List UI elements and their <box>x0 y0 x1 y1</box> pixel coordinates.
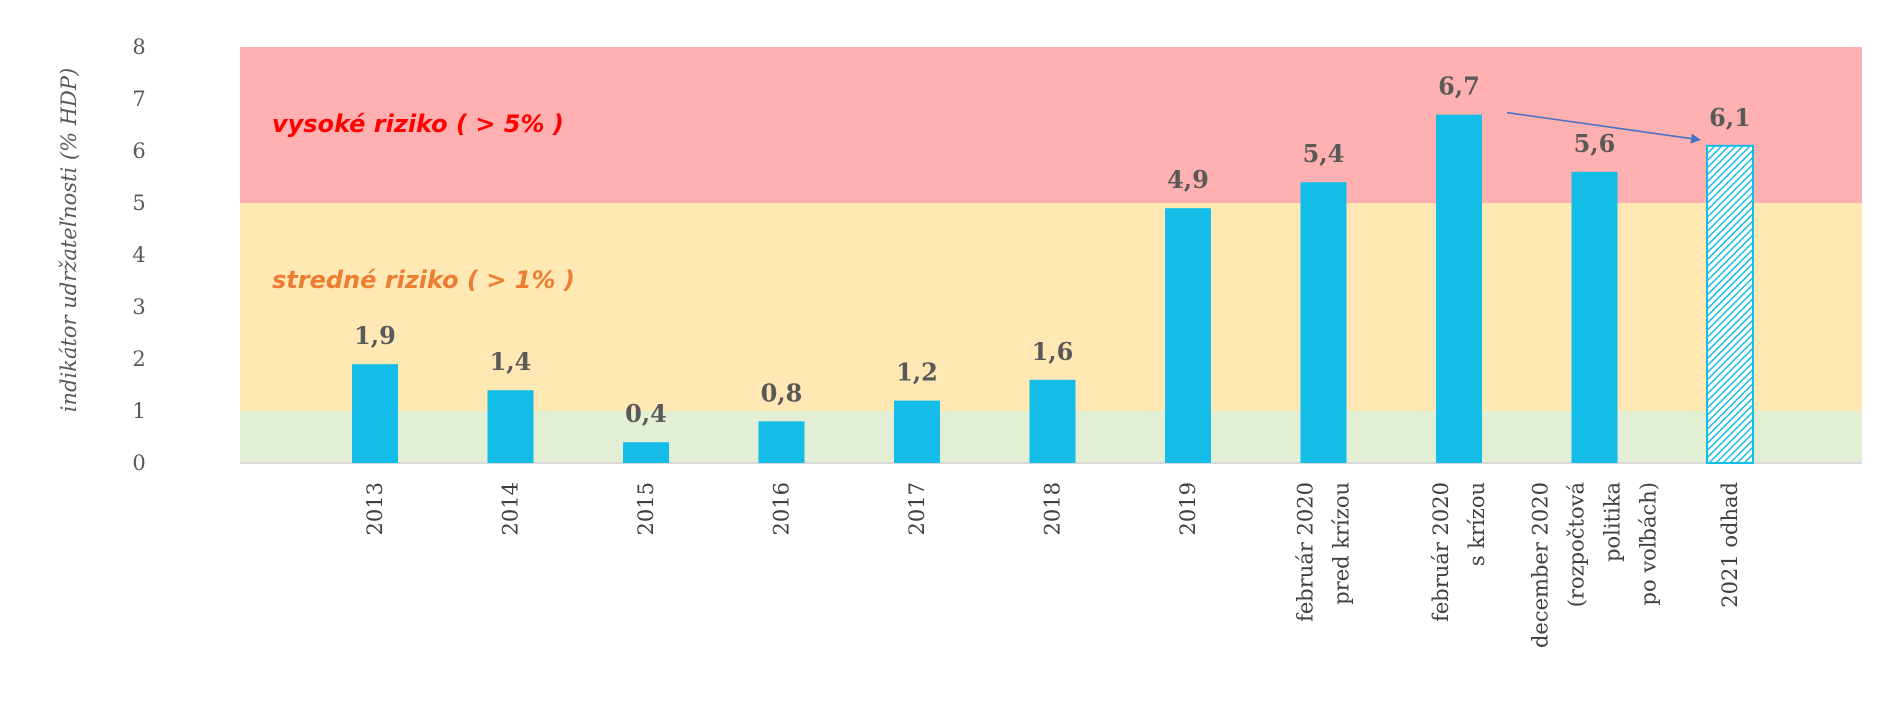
data-label-8: 6,7 <box>1438 72 1480 101</box>
bar-2 <box>623 442 669 463</box>
x-tick-label-7: február 2020 pred krízou <box>1294 482 1354 622</box>
data-label-4: 1,2 <box>896 358 938 387</box>
y-tick-8: 8 <box>132 35 145 59</box>
y-tick-0: 0 <box>132 451 145 475</box>
x-tick-label-7-line-1: pred krízou <box>1330 482 1354 605</box>
x-tick-label-0-line-0: 2013 <box>363 482 387 535</box>
data-label-5: 1,6 <box>1032 337 1074 366</box>
bar-0 <box>352 364 398 463</box>
bar-4 <box>894 400 940 463</box>
x-tick-label-2: 2015 <box>634 482 658 535</box>
y-tick-2: 2 <box>132 347 145 371</box>
bar-3 <box>758 421 805 463</box>
y-tick-6: 6 <box>132 139 145 163</box>
bar-5 <box>1029 379 1076 463</box>
x-tick-label-1-line-0: 2014 <box>499 482 523 535</box>
category-labels: 2013 2014 2015 2016 2017 2018 2019 február 2020… <box>363 482 1742 648</box>
bar-6 <box>1165 208 1211 463</box>
x-tick-label-3-line-0: 2016 <box>770 482 794 535</box>
x-tick-label-4-line-0: 2017 <box>905 482 929 535</box>
data-label-3: 0,8 <box>761 378 803 407</box>
x-tick-label-8: február 2020 s krízou <box>1429 482 1489 622</box>
bar-9 <box>1571 171 1618 464</box>
x-tick-label-5: 2018 <box>1041 482 1065 535</box>
bar-7 <box>1300 182 1347 463</box>
trend-arrow <box>1506 111 1701 144</box>
risk-zone-label-0: vysoké riziko ( > 5% ) <box>272 110 564 138</box>
x-tick-label-6: 2019 <box>1176 482 1200 535</box>
x-tick-label-4: 2017 <box>905 482 929 535</box>
bars <box>352 114 1754 465</box>
x-tick-label-2-line-0: 2015 <box>634 482 658 535</box>
annotation <box>1506 111 1701 144</box>
x-tick-label-1: 2014 <box>499 482 523 535</box>
x-tick-label-6-line-0: 2019 <box>1176 482 1200 535</box>
x-tick-label-9-line-1: (rozpočtová <box>1565 482 1589 607</box>
bar-10 <box>1706 144 1754 465</box>
x-tick-label-5-line-0: 2018 <box>1041 482 1065 535</box>
x-tick-label-10-line-0: 2021 odhad <box>1718 482 1742 608</box>
y-tick-1: 1 <box>132 399 145 423</box>
x-tick-label-9-line-2: politika <box>1601 482 1625 562</box>
data-label-2: 0,4 <box>625 399 667 428</box>
x-tick-label-3: 2016 <box>770 482 794 535</box>
y-tick-4: 4 <box>132 243 145 267</box>
bar-8 <box>1436 114 1482 463</box>
x-tick-label-10: 2021 odhad <box>1718 482 1742 608</box>
data-label-7: 5,4 <box>1303 139 1345 168</box>
y-axis-title: indikátor udržateľnosti (% HDP) <box>57 68 81 412</box>
bar-1 <box>487 390 534 463</box>
x-tick-label-8-line-1: s krízou <box>1465 482 1489 566</box>
x-tick-label-9: december 2020 (rozpočtová politika po voľbá… <box>1529 482 1661 648</box>
data-label-9: 5,6 <box>1574 129 1616 158</box>
y-tick-3: 3 <box>132 295 145 319</box>
y-tick-5: 5 <box>132 191 145 215</box>
x-tick-label-8-line-0: február 2020 <box>1429 482 1453 622</box>
data-labels: 1,9 1,4 0,4 0,8 1,2 1,6 4,9 5,4 6,7 5,6 6,1 <box>354 72 1751 429</box>
x-tick-label-7-line-0: február 2020 <box>1294 482 1318 622</box>
data-label-6: 4,9 <box>1167 165 1209 194</box>
y-tick-7: 7 <box>132 87 145 111</box>
risk-zone-label-1: stredné riziko ( > 1% ) <box>272 266 575 294</box>
data-label-10: 6,1 <box>1709 103 1751 132</box>
x-tick-label-9-line-0: december 2020 <box>1529 482 1553 648</box>
data-label-1: 1,4 <box>490 347 532 376</box>
y-axis-ticks: 0 1 2 3 4 5 6 7 8 <box>132 35 145 475</box>
x-tick-label-9-line-3: po voľbách) <box>1637 482 1661 605</box>
data-label-0: 1,9 <box>354 321 396 350</box>
x-tick-label-0: 2013 <box>363 482 387 535</box>
